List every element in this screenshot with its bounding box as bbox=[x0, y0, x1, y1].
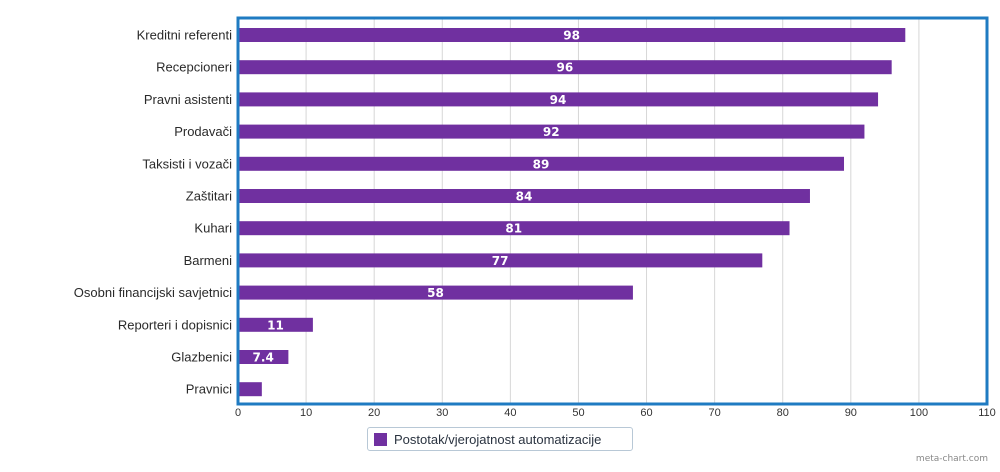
category-label: Zaštitari bbox=[186, 189, 232, 204]
bar bbox=[238, 350, 289, 364]
category-label: Prodavači bbox=[174, 124, 232, 139]
bar bbox=[238, 156, 845, 171]
data-label: 92 bbox=[543, 125, 560, 139]
x-tick-label: 50 bbox=[572, 407, 584, 419]
bar bbox=[238, 253, 763, 268]
bar bbox=[238, 382, 262, 397]
data-label: 89 bbox=[533, 157, 550, 171]
category-label: Osobni financijski savjetnici bbox=[74, 285, 232, 300]
category-label: Taksisti i vozači bbox=[142, 156, 232, 171]
x-axis-ticks: 0 10 20 30 40 50 60 70 80 90 100 110 bbox=[235, 407, 996, 419]
category-labels: Kreditni referenti Recepcioneri Pravni asi… bbox=[74, 28, 232, 397]
x-tick-label: 100 bbox=[910, 407, 928, 419]
bar bbox=[238, 60, 892, 75]
legend-label: Postotak/vjerojatnost automatizacije bbox=[394, 431, 602, 447]
x-tick-label: 80 bbox=[777, 407, 789, 419]
bar bbox=[238, 189, 810, 203]
data-label: 98 bbox=[563, 29, 580, 43]
x-tick-label: 70 bbox=[709, 407, 721, 419]
bar bbox=[238, 221, 790, 236]
data-label: 81 bbox=[505, 222, 522, 236]
bar bbox=[238, 285, 633, 300]
data-label: 7.4 bbox=[253, 351, 274, 365]
bars: 98 96 94 92 89 84 81 77 58 11 7.4 bbox=[238, 28, 906, 397]
category-label: Recepcioneri bbox=[156, 60, 232, 75]
data-label: 58 bbox=[427, 286, 444, 300]
plot-frame bbox=[236, 16, 989, 406]
credit-text: meta-chart.com bbox=[915, 454, 988, 464]
data-label: 84 bbox=[516, 190, 533, 204]
x-tick-label: 0 bbox=[235, 407, 241, 419]
data-label: 94 bbox=[550, 93, 567, 107]
x-tick-label: 30 bbox=[436, 407, 448, 419]
x-tick-label: 60 bbox=[640, 407, 652, 419]
category-label: Kreditni referenti bbox=[137, 28, 232, 43]
data-label: 96 bbox=[556, 61, 573, 75]
bar bbox=[238, 28, 906, 42]
data-label: 11 bbox=[267, 318, 284, 332]
category-label: Barmeni bbox=[184, 253, 233, 268]
x-tick-label: 40 bbox=[504, 407, 516, 419]
bar bbox=[238, 92, 879, 107]
x-tick-label: 90 bbox=[845, 407, 857, 419]
bar bbox=[238, 317, 313, 332]
category-label: Glazbenici bbox=[171, 350, 232, 365]
bar bbox=[238, 124, 865, 139]
x-tick-label: 10 bbox=[300, 407, 312, 419]
data-label: 77 bbox=[492, 254, 509, 268]
category-label: Pravni asistenti bbox=[144, 92, 232, 107]
legend-swatch bbox=[374, 432, 387, 446]
x-tick-label: 20 bbox=[368, 407, 380, 419]
x-tick-label: 110 bbox=[978, 407, 996, 419]
grid-lines bbox=[237, 18, 988, 404]
category-label: Pravnici bbox=[186, 382, 232, 397]
legend: Postotak/vjerojatnost automatizacije bbox=[367, 427, 633, 451]
category-label: Reporteri i dopisnici bbox=[118, 317, 232, 332]
category-label: Kuhari bbox=[194, 221, 232, 236]
